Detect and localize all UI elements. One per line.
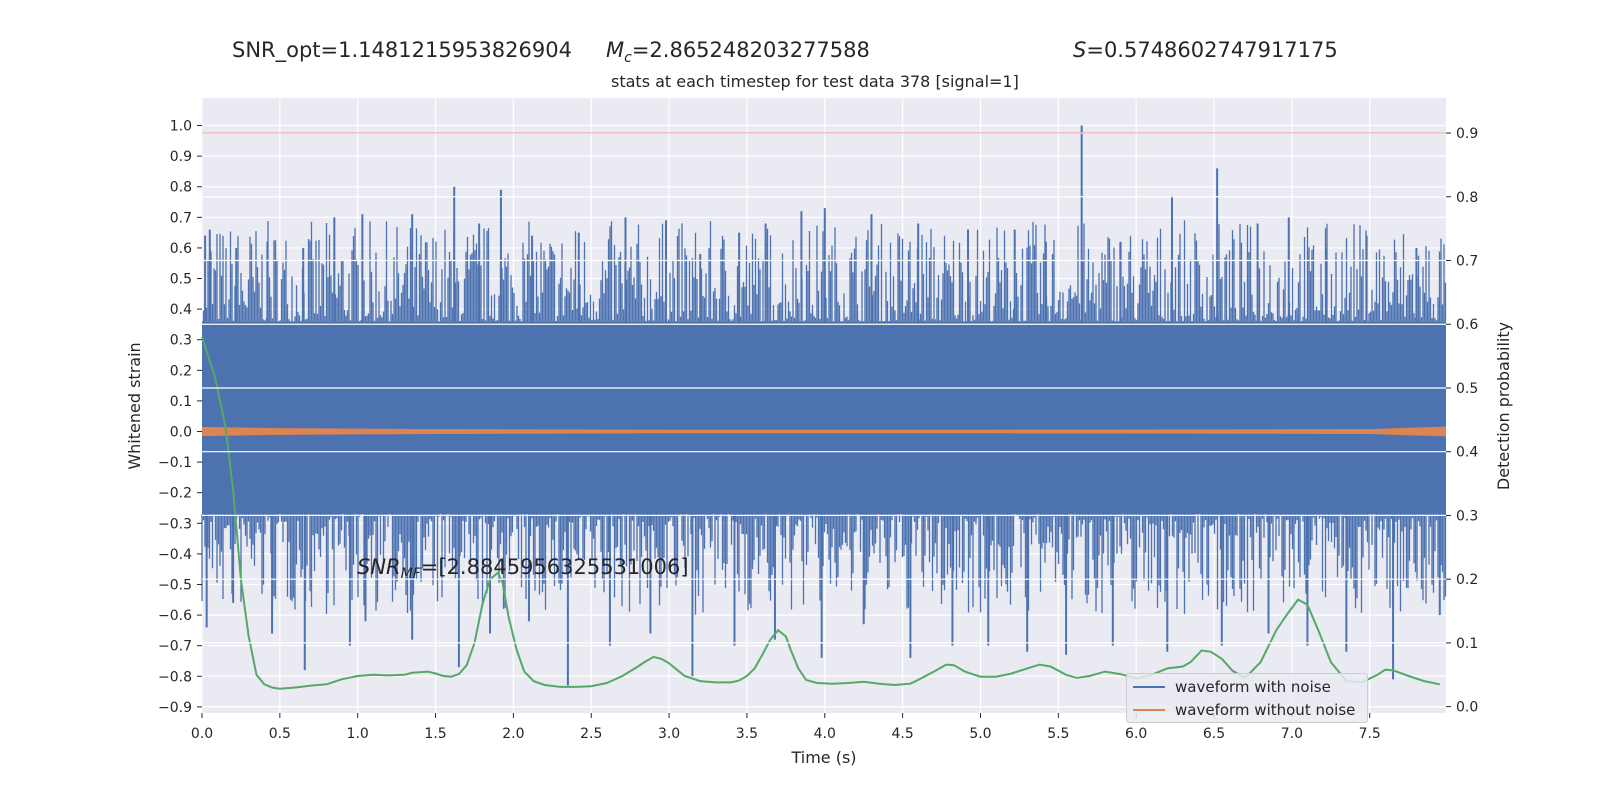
series-waveform-without-noise [202, 426, 1446, 437]
chart-title: stats at each timestep for test data 378… [611, 72, 1019, 91]
y-tick-label: 0.1 [170, 394, 192, 410]
chirp-mass-value: =2.865248203277588 [631, 38, 870, 62]
tick-labels: 0.0 0.5 1.0 1.5 2.0 2.5 3.0 3.5 4.0 4.5 5.0 5.5 6.0 6… [158, 119, 1478, 742]
clean-waveform-envelope [202, 426, 1446, 437]
y-tick-label: −0.8 [158, 669, 192, 685]
noise-spikes-upper [202, 220, 1447, 322]
right-y-tick-label: 0.0 [1456, 700, 1478, 716]
x-tick-label: 0.5 [269, 726, 291, 742]
x-tick-label: 0.0 [191, 726, 213, 742]
probability-line [201, 336, 1441, 690]
x-tick-label: 7.5 [1359, 726, 1381, 742]
x-tick-label: 4.5 [891, 726, 913, 742]
right-y-tick-label: 0.7 [1456, 254, 1478, 270]
y-tick-label: 0.9 [170, 149, 192, 165]
y-tick-label: −0.5 [158, 577, 192, 593]
y-tick-label: −0.7 [158, 639, 192, 655]
x-tick-label: 7.0 [1281, 726, 1303, 742]
legend-label: waveform without noise [1175, 701, 1356, 719]
x-tick-label: 4.0 [814, 726, 836, 742]
legend-label: waveform with noise [1175, 678, 1331, 696]
y-tick-label: 0.6 [170, 241, 192, 257]
s-stat-label: S=0.5748602747917175 [1073, 38, 1338, 62]
y-tick-label: 0.7 [170, 210, 192, 226]
right-y-tick-label: 0.3 [1456, 508, 1478, 524]
right-y-tick-label: 0.2 [1456, 572, 1478, 588]
y-tick-label: 0.2 [170, 363, 192, 379]
right-grid [202, 132, 1446, 708]
snr-mf-value: =[2.8845956325531006] [421, 555, 689, 579]
legend-item-without-noise: waveform without noise [1133, 700, 1355, 720]
y-tick-label: 0.3 [170, 333, 192, 349]
x-tick-label: 2.0 [502, 726, 524, 742]
right-y-tick-label: 0.6 [1456, 317, 1478, 333]
y-axis-label-right: Detection probability [1494, 322, 1513, 490]
y-tick-label: 0.4 [170, 302, 192, 318]
x-tick-label: 2.5 [580, 726, 602, 742]
y-tick-label: 0.5 [170, 272, 192, 288]
y-tick-label: −0.9 [158, 700, 192, 716]
series-waveform-with-noise [201, 125, 1447, 686]
series-detection-probability [201, 336, 1441, 690]
y-tick-label: 1.0 [170, 119, 192, 135]
right-y-tick-label: 0.4 [1456, 445, 1478, 461]
x-axis-label: Time (s) [790, 748, 856, 767]
x-tick-label: 3.5 [736, 726, 758, 742]
y-tick-label: −0.6 [158, 608, 192, 624]
y-tick-label: −0.1 [158, 455, 192, 471]
chirp-mass-label: Mc=2.865248203277588 [606, 38, 870, 67]
legend-swatch [1133, 709, 1165, 711]
y-tick-label: −0.2 [158, 486, 192, 502]
x-tick-label: 6.5 [1203, 726, 1225, 742]
x-tick-label: 5.0 [969, 726, 991, 742]
right-y-tick-label: 0.5 [1456, 381, 1478, 397]
legend-swatch [1133, 686, 1165, 688]
x-tick-label: 6.0 [1125, 726, 1147, 742]
right-y-tick-label: 0.9 [1456, 126, 1478, 142]
s-stat-value: =0.5748602747917175 [1086, 38, 1338, 62]
y-tick-label: 0.8 [170, 180, 192, 196]
right-y-tick-label: 0.8 [1456, 190, 1478, 206]
y-tick-label: −0.4 [158, 547, 192, 563]
legend: waveform with noise waveform without noi… [1126, 673, 1368, 723]
x-tick-label: 1.0 [347, 726, 369, 742]
noise-band [202, 321, 1446, 515]
y-axis-label: Whitened strain [125, 342, 144, 469]
x-tick-label: 5.5 [1047, 726, 1069, 742]
y-tick-label: −0.3 [158, 516, 192, 532]
y-tick-label: 0.0 [170, 425, 192, 441]
x-tick-label: 3.0 [658, 726, 680, 742]
x-tick-label: 1.5 [424, 726, 446, 742]
legend-item-with-noise: waveform with noise [1133, 677, 1331, 697]
snr-mf-annotation: SNRMF=[2.8845956325531006] [357, 555, 689, 582]
right-y-tick-label: 0.1 [1456, 636, 1478, 652]
snr-opt-label: SNR_opt=1.1481215953826904 [232, 38, 572, 62]
